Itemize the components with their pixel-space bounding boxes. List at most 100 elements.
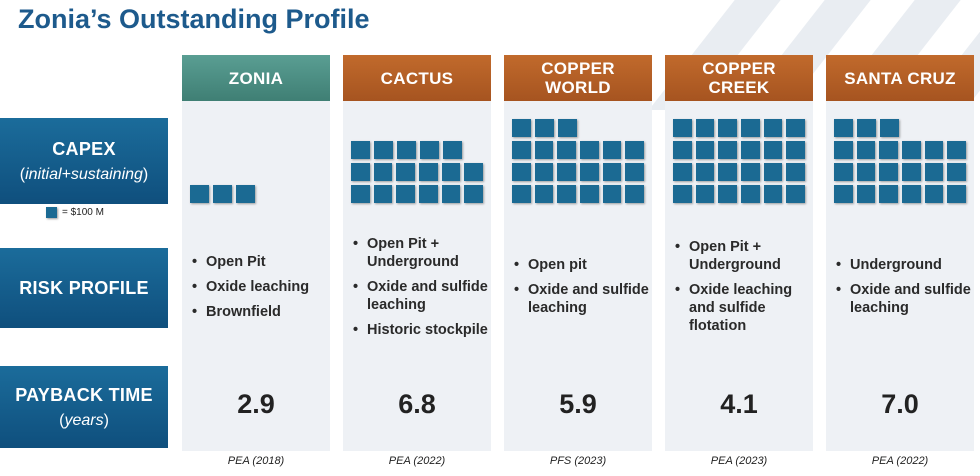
payback-value: 2.9	[237, 389, 275, 419]
capex-block	[880, 119, 899, 137]
page-title: Zonia’s Outstanding Profile	[18, 4, 370, 34]
capex-block	[420, 141, 439, 159]
capex-block	[443, 141, 462, 159]
project-column: SANTA CRUZ Underground Oxide and sulfide l…	[826, 55, 974, 467]
capex-block	[947, 141, 967, 159]
row-label-capex-main: CAPEX	[52, 138, 116, 159]
capex-legend: = $100 M	[46, 207, 104, 218]
capex-block	[625, 185, 645, 203]
capex-block	[879, 141, 899, 159]
capex-block	[602, 185, 622, 203]
capex-block	[718, 163, 738, 181]
capex-block	[695, 163, 715, 181]
project-column: CACTUS Open Pit + Underground Oxide and su…	[343, 55, 491, 467]
project-name: SANTA CRUZ	[826, 55, 974, 101]
capex-blocks	[512, 115, 648, 203]
capex-block	[856, 185, 876, 203]
capex-block	[351, 141, 370, 159]
capex-block	[236, 185, 255, 203]
capex-block	[534, 163, 554, 181]
capex-block	[396, 185, 416, 203]
capex-block	[351, 185, 370, 203]
capex-block	[924, 185, 944, 203]
capex-block	[419, 185, 438, 203]
study-source: PFS (2023)	[549, 455, 607, 467]
capex-block	[673, 141, 692, 159]
risk-profile: Underground Oxide and sulfide leaching	[836, 235, 974, 345]
capex-block	[741, 163, 760, 181]
capex-block	[902, 141, 921, 159]
capex-block	[902, 163, 921, 181]
project-name: COPPER CREEK	[665, 55, 813, 101]
payback-value: 5.9	[559, 389, 597, 419]
capex-block	[512, 119, 531, 137]
capex-block	[602, 163, 622, 181]
capex-block	[695, 119, 715, 137]
capex-block	[534, 141, 554, 159]
legend-label: = $100 M	[62, 207, 104, 218]
project-name: CACTUS	[343, 55, 491, 101]
capex-block	[190, 185, 209, 203]
capex-block	[763, 141, 783, 159]
capex-block	[580, 141, 599, 159]
risk-item: Open pit	[514, 256, 652, 274]
capex-block	[879, 185, 899, 203]
capex-block	[351, 163, 370, 181]
capex-block	[558, 119, 577, 137]
capex-block	[879, 163, 899, 181]
capex-block	[625, 141, 645, 159]
capex-block	[924, 141, 944, 159]
row-label-payback: PAYBACK TIME (years)	[0, 366, 168, 448]
capex-block	[741, 119, 760, 137]
capex-block	[602, 141, 622, 159]
capex-block	[924, 163, 944, 181]
project-name: COPPER WORLD	[504, 55, 652, 101]
capex-block	[718, 119, 738, 137]
capex-block	[441, 185, 461, 203]
capex-blocks	[834, 115, 970, 203]
row-label-payback-main: PAYBACK TIME	[15, 384, 153, 405]
legend-block-icon	[46, 207, 57, 218]
capex-block	[786, 119, 806, 137]
capex-block	[535, 119, 554, 137]
capex-block	[373, 163, 393, 181]
capex-block	[397, 141, 416, 159]
project-column: ZONIA Open Pit Oxide leaching Brownfield 2.9…	[182, 55, 330, 467]
risk-item: Oxide and sulfide leaching	[836, 281, 974, 317]
capex-block	[441, 163, 461, 181]
capex-block	[695, 185, 715, 203]
capex-block	[673, 163, 692, 181]
capex-block	[464, 163, 484, 181]
risk-item: Historic stockpile	[353, 321, 491, 339]
study-source: PEA (2018)	[227, 455, 285, 467]
capex-block	[534, 185, 554, 203]
capex-blocks	[673, 115, 809, 203]
capex-block	[834, 163, 853, 181]
capex-block	[857, 119, 876, 137]
risk-profile: Open pit Oxide and sulfide leaching	[514, 235, 652, 345]
capex-block	[763, 185, 783, 203]
capex-block	[673, 185, 692, 203]
risk-item: Open Pit + Underground	[675, 238, 813, 274]
payback-value: 6.8	[398, 389, 436, 419]
risk-profile: Open Pit Oxide leaching Brownfield	[192, 235, 330, 345]
capex-block	[763, 119, 783, 137]
study-source: PEA (2022)	[388, 455, 446, 467]
capex-block	[695, 141, 715, 159]
capex-block	[947, 163, 967, 181]
capex-block	[373, 185, 393, 203]
project-name: ZONIA	[182, 55, 330, 101]
capex-block	[786, 163, 806, 181]
risk-item: Oxide leaching	[192, 278, 330, 296]
capex-block	[419, 163, 438, 181]
risk-profile: Open Pit + Underground Oxide leaching and…	[675, 235, 813, 345]
risk-profile: Open Pit + Underground Oxide and sulfide …	[353, 235, 491, 345]
capex-block	[512, 185, 531, 203]
risk-item: Underground	[836, 256, 974, 274]
capex-block	[902, 185, 921, 203]
capex-block	[557, 185, 577, 203]
row-label-risk-main: RISK PROFILE	[19, 277, 149, 298]
capex-block	[947, 185, 967, 203]
